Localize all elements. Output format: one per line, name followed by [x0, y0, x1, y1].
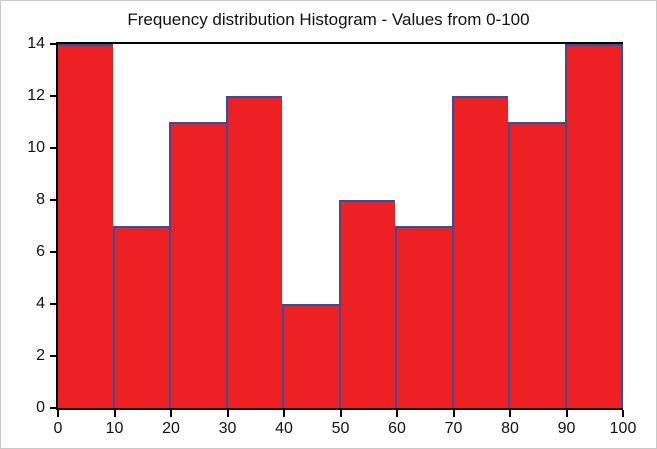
x-tick-90: [565, 410, 568, 417]
x-tick-label-20: 20: [162, 420, 180, 437]
y-tick-12: [50, 95, 56, 97]
y-tick-14: [50, 43, 56, 45]
y-tick-label-10: 10: [27, 139, 45, 156]
y-tick-label-6: 6: [36, 243, 45, 260]
y-tick-8: [50, 199, 56, 201]
histogram-bar-10-20: [112, 226, 169, 408]
x-tick-60: [396, 410, 398, 417]
y-tick-label-0: 0: [36, 399, 45, 416]
plot-area: [56, 42, 623, 410]
histogram-bar-30-40: [225, 96, 282, 408]
x-tick-label-100: 100: [609, 420, 637, 437]
histogram-bar-50-60: [338, 200, 395, 408]
x-tick-label-10: 10: [105, 420, 124, 437]
x-tick-30: [226, 410, 229, 417]
histogram-bar-60-70: [395, 226, 452, 408]
x-tick-80: [509, 410, 511, 417]
histogram-bar-80-90: [508, 122, 565, 408]
x-tick-100: [622, 410, 624, 417]
x-tick-label-0: 0: [53, 420, 63, 437]
x-tick-label-90: 90: [557, 420, 576, 437]
x-tick-40: [283, 410, 285, 417]
x-tick-label-50: 50: [331, 420, 350, 437]
y-tick-4: [50, 303, 56, 305]
y-tick-0: [50, 407, 56, 409]
y-tick-label-12: 12: [27, 87, 45, 104]
x-tick-50: [339, 410, 342, 417]
x-tick-10: [113, 410, 116, 417]
x-tick-70: [452, 410, 455, 417]
x-tick-20: [170, 410, 172, 417]
y-tick-10: [50, 147, 56, 149]
x-tick-label-70: 70: [444, 420, 463, 437]
x-tick-label-80: 80: [501, 420, 519, 437]
y-tick-label-8: 8: [36, 191, 45, 208]
chart-title: Frequency distribution Histogram - Value…: [127, 10, 530, 29]
x-tick-label-60: 60: [388, 420, 406, 437]
x-tick-0: [57, 410, 59, 417]
y-tick-label-14: 14: [27, 35, 45, 52]
bars-container: [58, 44, 623, 408]
histogram-bar-90-100: [564, 44, 623, 408]
y-tick-label-4: 4: [36, 295, 45, 312]
histogram-bar-70-80: [451, 96, 508, 408]
histogram-bar-20-30: [169, 122, 226, 408]
x-tick-label-40: 40: [275, 420, 293, 437]
y-tick-6: [50, 251, 56, 253]
histogram-bar-40-50: [282, 304, 339, 408]
y-tick-label-2: 2: [36, 347, 45, 364]
x-tick-label-30: 30: [218, 420, 237, 437]
histogram-bar-0-10: [58, 44, 113, 408]
y-tick-2: [50, 355, 56, 357]
